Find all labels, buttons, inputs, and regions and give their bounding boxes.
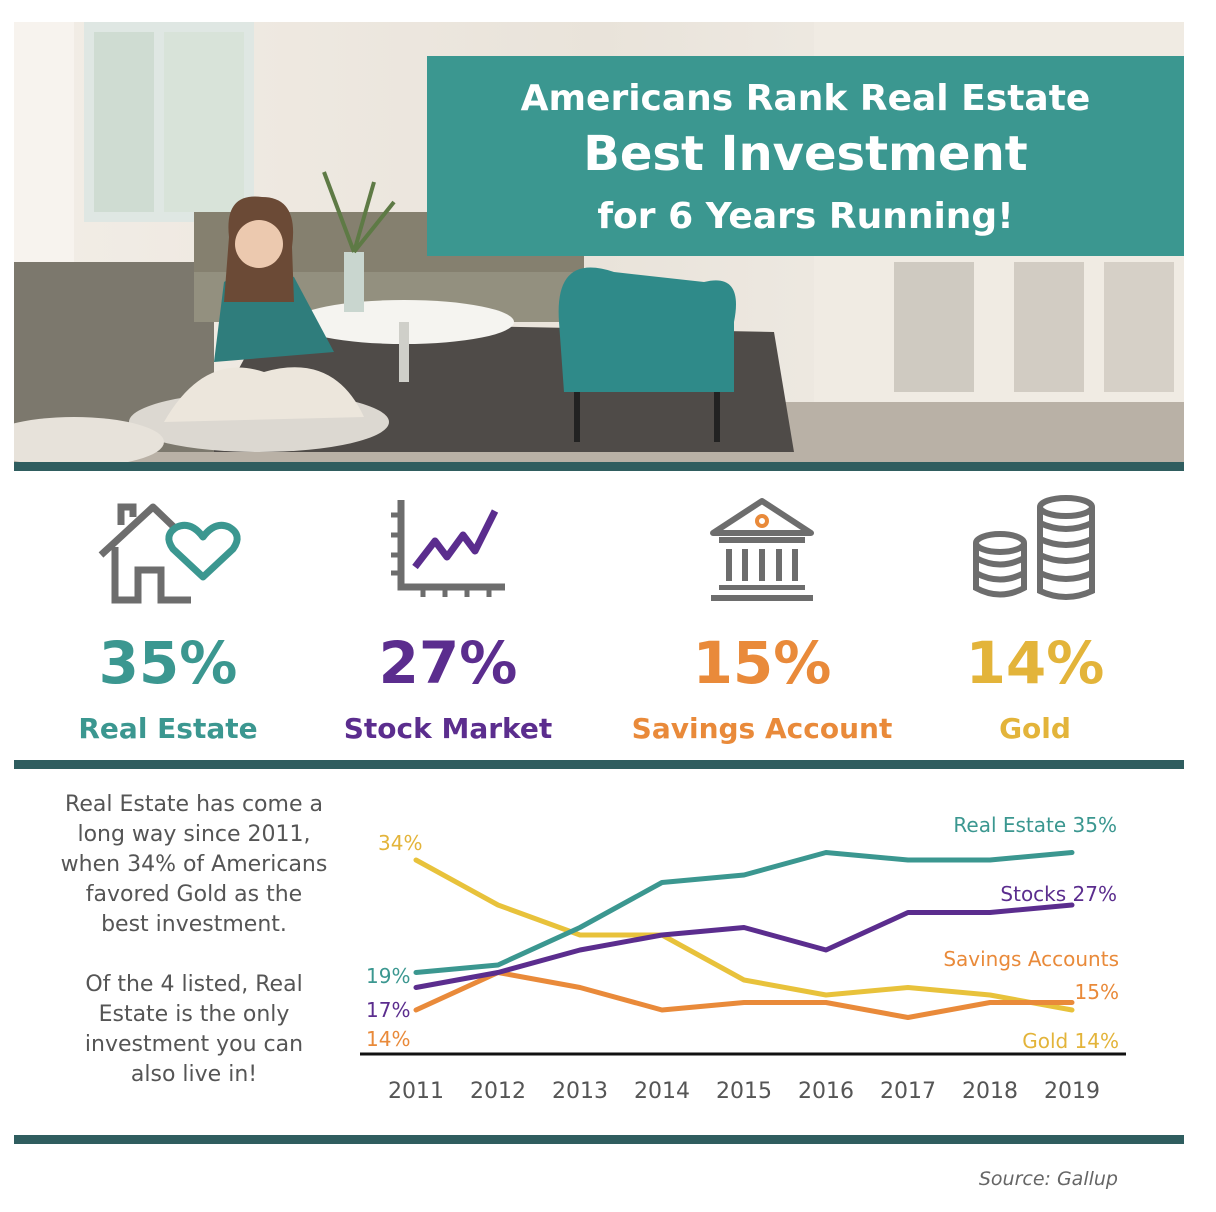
hero-divider: [14, 462, 1184, 471]
series-line-2: [413, 970, 1075, 1020]
title-line-3: for 6 Years Running!: [597, 196, 1014, 237]
end-label-savings-2: 15%: [1075, 980, 1119, 1004]
x-tick-label-2015: 2015: [716, 1079, 772, 1104]
start-label-stocks: 17%: [366, 998, 410, 1022]
stat-gold: 14% Gold: [895, 490, 1175, 745]
title-line-2: Best Investment: [583, 126, 1028, 182]
x-tick-label-2013: 2013: [552, 1079, 608, 1104]
x-tick-label-2014: 2014: [634, 1079, 690, 1104]
series-line-3: [413, 857, 1075, 1013]
stat-label-gold: Gold: [999, 712, 1071, 745]
end-label-gold: Gold 14%: [1022, 1029, 1119, 1053]
stat-real-estate: 35% Real Estate: [28, 490, 308, 745]
series-line-0: [413, 850, 1075, 975]
x-tick-label-2016: 2016: [798, 1079, 854, 1104]
start-label-savings: 14%: [366, 1027, 410, 1051]
stat-pct-stock-market: 27%: [378, 629, 518, 697]
start-label-real-estate: 19%: [366, 964, 410, 988]
description: Real Estate has come a long way since 20…: [60, 790, 328, 1120]
line-chart: 2011 2012 2013 2014 2015 2016 2017 2018 2019 19% 1…: [340, 790, 1180, 1120]
series-line-1: [413, 902, 1075, 990]
end-label-savings-1: Savings Accounts: [943, 947, 1119, 971]
stat-stock-market: 27% Stock Market: [308, 490, 588, 745]
end-label-stocks: Stocks 27%: [1000, 882, 1117, 906]
start-label-gold: 34%: [378, 831, 422, 855]
coins-icon: [895, 490, 1175, 610]
stat-pct-savings-account: 15%: [692, 629, 832, 697]
footer-divider: [14, 1135, 1184, 1144]
stat-label-savings-account: Savings Account: [631, 712, 893, 745]
x-tick-label-2019: 2019: [1044, 1079, 1100, 1104]
source-note: Source: Gallup: [978, 1168, 1118, 1190]
title-line-1: Americans Rank Real Estate: [520, 78, 1091, 119]
house-heart-icon: [28, 490, 308, 610]
stat-pct-gold: 14%: [965, 629, 1105, 697]
stat-pct-real-estate: 35%: [98, 629, 238, 697]
title-banner: Americans Rank Real Estate Best Investme…: [427, 56, 1184, 256]
description-para-2: Of the 4 listed, Real Estate is the only…: [84, 972, 304, 1087]
stock-chart-icon: [308, 490, 588, 610]
stat-label-stock-market: Stock Market: [343, 712, 553, 745]
stat-label-real-estate: Real Estate: [78, 712, 258, 745]
end-label-real-estate: Real Estate 35%: [953, 813, 1117, 837]
description-para-1: Real Estate has come a long way since 20…: [60, 792, 328, 937]
bank-icon: [622, 490, 902, 610]
x-tick-label-2018: 2018: [962, 1079, 1018, 1104]
section-divider: [14, 760, 1184, 769]
x-tick-label-2011: 2011: [388, 1079, 444, 1104]
stat-savings-account: 15% Savings Account: [622, 490, 902, 745]
x-tick-label-2012: 2012: [470, 1079, 526, 1104]
x-tick-label-2017: 2017: [880, 1079, 936, 1104]
